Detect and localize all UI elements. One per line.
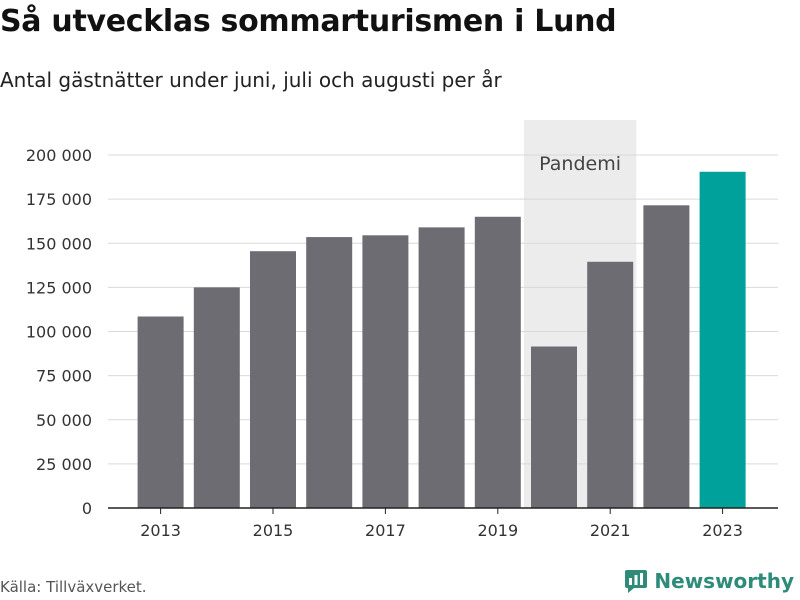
- y-tick-label: 150 000: [26, 234, 92, 253]
- bar-2021: [587, 261, 634, 508]
- bar-2013: [137, 316, 184, 508]
- source-note: Källa: Tillväxverket.: [0, 578, 147, 596]
- x-tick-label: 2021: [590, 521, 631, 540]
- annotation-layer: Pandemi: [539, 153, 621, 175]
- pandemic-annotation: Pandemi: [539, 153, 621, 175]
- y-tick-label: 50 000: [36, 411, 92, 430]
- chart-title: Så utvecklas sommarturismen i Lund: [0, 4, 617, 39]
- y-tick-label: 125 000: [26, 278, 92, 297]
- x-axis-tick-labels: 2013 2015 2017 2019 2021 2023: [140, 521, 743, 540]
- bar-2017: [362, 235, 409, 508]
- bar-chart: 0 25 000 50 000 75 000 100 000 125 000 150 000…: [26, 120, 778, 540]
- y-tick-label: 25 000: [36, 455, 92, 474]
- x-tick-label: 2023: [702, 521, 743, 540]
- y-tick-label: 200 000: [26, 146, 92, 165]
- chart-subtitle: Antal gästnätter under juni, juli och au…: [0, 68, 502, 92]
- bar-2014: [193, 287, 240, 508]
- x-axis: [108, 507, 778, 514]
- bar-2016: [306, 237, 353, 508]
- x-tick-label: 2013: [140, 521, 181, 540]
- bar-2019: [474, 216, 521, 508]
- y-tick-label: 100 000: [26, 323, 92, 342]
- bar-2020: [531, 346, 577, 508]
- bar-2018: [418, 227, 465, 508]
- y-tick-label: 0: [82, 499, 92, 518]
- bar-2015: [250, 251, 296, 508]
- y-tick-label: 75 000: [36, 367, 92, 386]
- newsworthy-logo-icon: [625, 570, 648, 593]
- bars: [137, 171, 746, 508]
- y-axis-tick-labels: 0 25 000 50 000 75 000 100 000 125 000 150 000…: [26, 146, 92, 518]
- x-tick-label: 2019: [477, 521, 518, 540]
- bar-2023: [699, 171, 746, 508]
- bar-2022: [643, 205, 690, 508]
- y-tick-label: 175 000: [26, 190, 92, 209]
- x-tick-label: 2015: [253, 521, 294, 540]
- x-tick-label: 2017: [365, 521, 406, 540]
- brand-logo: Newsworthy: [624, 568, 794, 594]
- brand-name: Newsworthy: [654, 569, 794, 593]
